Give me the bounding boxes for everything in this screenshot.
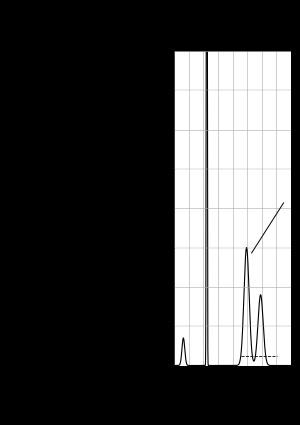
X-axis label: Excitation
wavelength: Excitation wavelength: [208, 370, 257, 389]
Y-axis label: Relative intensity: Relative intensity: [147, 172, 156, 245]
